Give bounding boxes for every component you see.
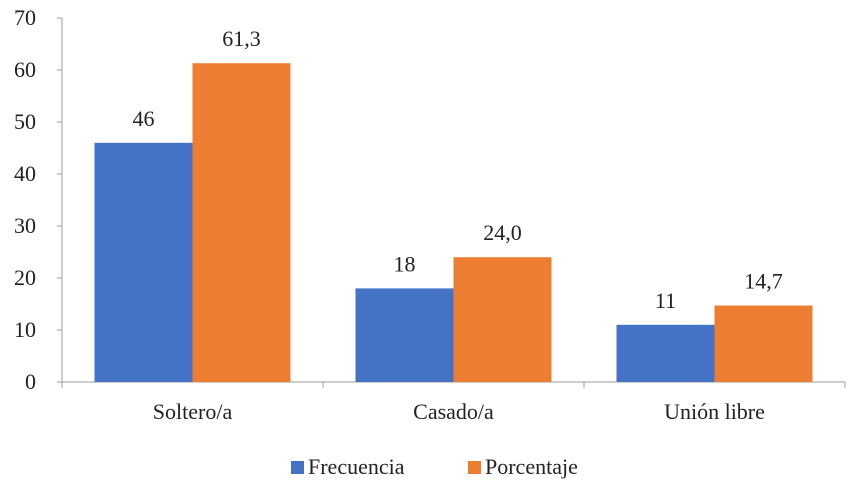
y-tick-label: 40 [14, 161, 36, 186]
bar-porcentaje-soltero-a [192, 63, 291, 383]
bar-frecuencia-casado-a [355, 288, 454, 382]
x-category-label-soltero-a: Soltero/a [153, 399, 233, 424]
y-tick-label: 70 [14, 5, 36, 30]
legend-label-frecuencia: Frecuencia [308, 454, 405, 479]
data-label-porcentaje-soltero-a: 61,3 [222, 26, 261, 51]
data-label-frecuencia-union-libre: 11 [655, 288, 676, 313]
y-tick-label: 30 [14, 213, 36, 238]
y-tick-label: 60 [14, 57, 36, 82]
data-labels-layer: 46 61,3 18 24,0 11 14,7 [133, 26, 783, 313]
legend-swatch-porcentaje [468, 461, 481, 474]
bar-frecuencia-union-libre [616, 324, 715, 382]
bar-frecuencia-soltero-a [94, 142, 193, 382]
legend-swatch-frecuencia [291, 461, 304, 474]
data-label-frecuencia-casado-a: 18 [394, 251, 416, 276]
x-category-label-casado-a: Casado/a [413, 399, 494, 424]
y-tick-label: 50 [14, 109, 36, 134]
bars-layer [94, 63, 813, 383]
axes-layer: 0 10 20 30 40 50 60 70 Soltero/a Casado/a Unión li… [14, 5, 846, 424]
data-label-porcentaje-casado-a: 24,0 [483, 220, 522, 245]
bar-porcentaje-union-libre [714, 305, 813, 382]
bar-porcentaje-casado-a [453, 257, 552, 382]
y-tick-label: 20 [14, 265, 36, 290]
legend-label-porcentaje: Porcentaje [485, 454, 578, 479]
data-label-frecuencia-soltero-a: 46 [133, 106, 155, 131]
x-category-label-union-libre: Unión libre [664, 399, 765, 424]
data-label-porcentaje-union-libre: 14,7 [744, 269, 783, 294]
y-tick-label: 0 [25, 369, 36, 394]
legend: Frecuencia Porcentaje [291, 454, 578, 479]
y-tick-label: 10 [14, 317, 36, 342]
